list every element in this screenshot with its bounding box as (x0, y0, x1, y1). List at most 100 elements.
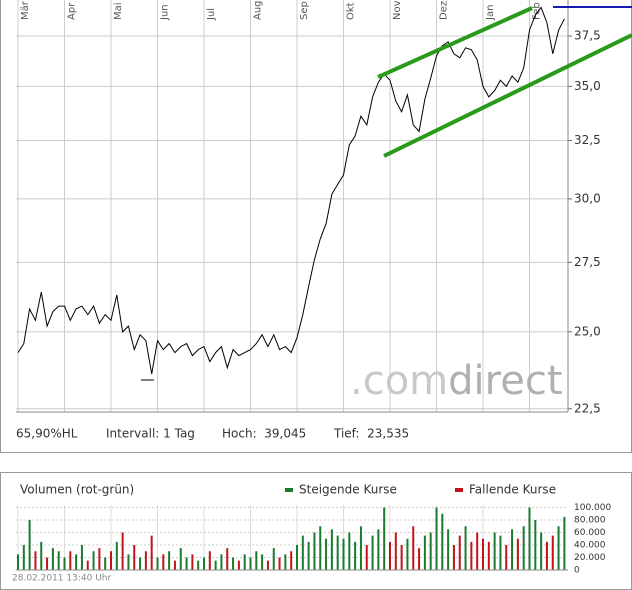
volume-bar (365, 545, 368, 570)
info-high: Hoch: 39,045 (222, 427, 306, 441)
volume-bar (342, 538, 345, 570)
volume-bar (69, 551, 72, 570)
volume-bar (179, 548, 182, 570)
volume-chart: 0 20.000 40.000 60.000 80.000 100.000 Steigend… (16, 483, 611, 576)
y-tick-label: 37,5 (574, 29, 601, 43)
y-tick-label: 100.000 (574, 503, 611, 513)
volume-bar (278, 557, 281, 570)
volume-bar (458, 535, 461, 570)
y-tick-label: 40.000 (574, 541, 606, 551)
watermark-brand: direct (448, 358, 562, 404)
volume-bar (214, 560, 217, 570)
volume-bar (418, 548, 421, 570)
info-low: Tief: 23,535 (333, 427, 409, 441)
x-tick-label: Jul (206, 8, 217, 21)
volume-bar (272, 548, 275, 570)
volume-bar (162, 554, 165, 570)
legend-swatch (455, 488, 463, 492)
volume-bar (330, 529, 333, 570)
watermark: .comdirect (350, 358, 563, 404)
volume-bar (325, 538, 328, 570)
volume-bar (121, 532, 124, 570)
volume-bar (522, 526, 525, 570)
volume-bar (476, 532, 479, 570)
volume-bar (319, 526, 322, 570)
volume-bar (482, 538, 484, 570)
volume-bar (185, 557, 188, 570)
volume-bar (313, 532, 316, 570)
x-tick-label: Dez (439, 1, 450, 20)
volume-bar (441, 513, 444, 570)
price-chart: Mär Apr Mai Jun Jul Aug Sep Okt Nov Dez Jan Feb 22,5… (16, 0, 601, 415)
volume-bar (168, 551, 171, 570)
info-interval: Intervall: 1 Tag (106, 427, 195, 441)
volume-bar (237, 560, 240, 570)
info-range: 65,90%HL (16, 427, 78, 441)
volume-bar (220, 554, 223, 570)
y-tick-label: 27,5 (574, 255, 601, 269)
x-tick-label: Apr (67, 2, 78, 20)
volume-bar (191, 554, 194, 570)
x-tick-label: Aug (253, 0, 264, 20)
legend-label: Steigende Kurse (299, 483, 397, 497)
volume-bar (499, 535, 502, 570)
volume-bar (389, 541, 391, 570)
y-tick-label: 20.000 (574, 553, 606, 563)
volume-bar (423, 535, 426, 570)
volume-bar (383, 507, 386, 570)
volume-bar (208, 551, 211, 570)
y-tick-label: 60.000 (574, 528, 606, 538)
volume-bar (435, 507, 438, 570)
volume-bar (348, 532, 351, 570)
volume-bar (296, 545, 298, 570)
volume-bar (336, 535, 339, 570)
volume-bar (63, 557, 66, 570)
volume-bar (115, 541, 118, 570)
y-tick-label: 35,0 (574, 79, 601, 93)
volume-bar (563, 516, 566, 570)
y-tick-label: 0 (574, 566, 580, 576)
price-line (17, 6, 565, 374)
y-tick-label: 32,5 (574, 133, 601, 147)
x-tick-label: Nov (392, 0, 403, 20)
volume-bar (359, 526, 362, 570)
volume-bar (144, 551, 147, 570)
volume-bar (46, 557, 49, 570)
trend-channel-upper (377, 6, 533, 79)
volume-bar (447, 529, 450, 570)
volume-bar (540, 532, 543, 570)
volume-bar (156, 557, 159, 570)
volume-bar (51, 548, 54, 570)
y-tick-label: 22,5 (574, 401, 601, 415)
volume-bar (534, 520, 537, 570)
volume-bar (487, 541, 490, 570)
volume-bar (464, 526, 467, 570)
volume-bar (203, 557, 205, 570)
x-tick-label: Jan (485, 5, 496, 21)
volume-bar (371, 535, 374, 570)
x-tick-label: Mär (20, 0, 31, 20)
volume-bar (197, 560, 200, 570)
volume-bar (505, 545, 508, 570)
volume-bar (307, 541, 310, 570)
x-tick-label: Jun (160, 4, 171, 21)
volume-bar (173, 560, 176, 570)
volume-bar (243, 554, 246, 570)
volume-bar (28, 520, 31, 570)
volume-bar (249, 557, 252, 570)
volume-bar (86, 560, 89, 570)
volume-bar (57, 551, 60, 570)
volume-bar (452, 545, 455, 570)
volume-bar (150, 535, 153, 570)
volume-bar (545, 541, 548, 570)
volume-bar (354, 541, 357, 570)
volume-bar (80, 545, 83, 570)
x-tick-label: Feb (532, 2, 543, 20)
volume-bar (34, 551, 37, 570)
timestamp: 28.02.2011 13:40 Uhr (12, 574, 111, 584)
watermark-dot: .com (350, 358, 448, 404)
volume-bar (261, 554, 264, 570)
legend-swatch (285, 488, 293, 492)
volume-bar (406, 538, 409, 570)
